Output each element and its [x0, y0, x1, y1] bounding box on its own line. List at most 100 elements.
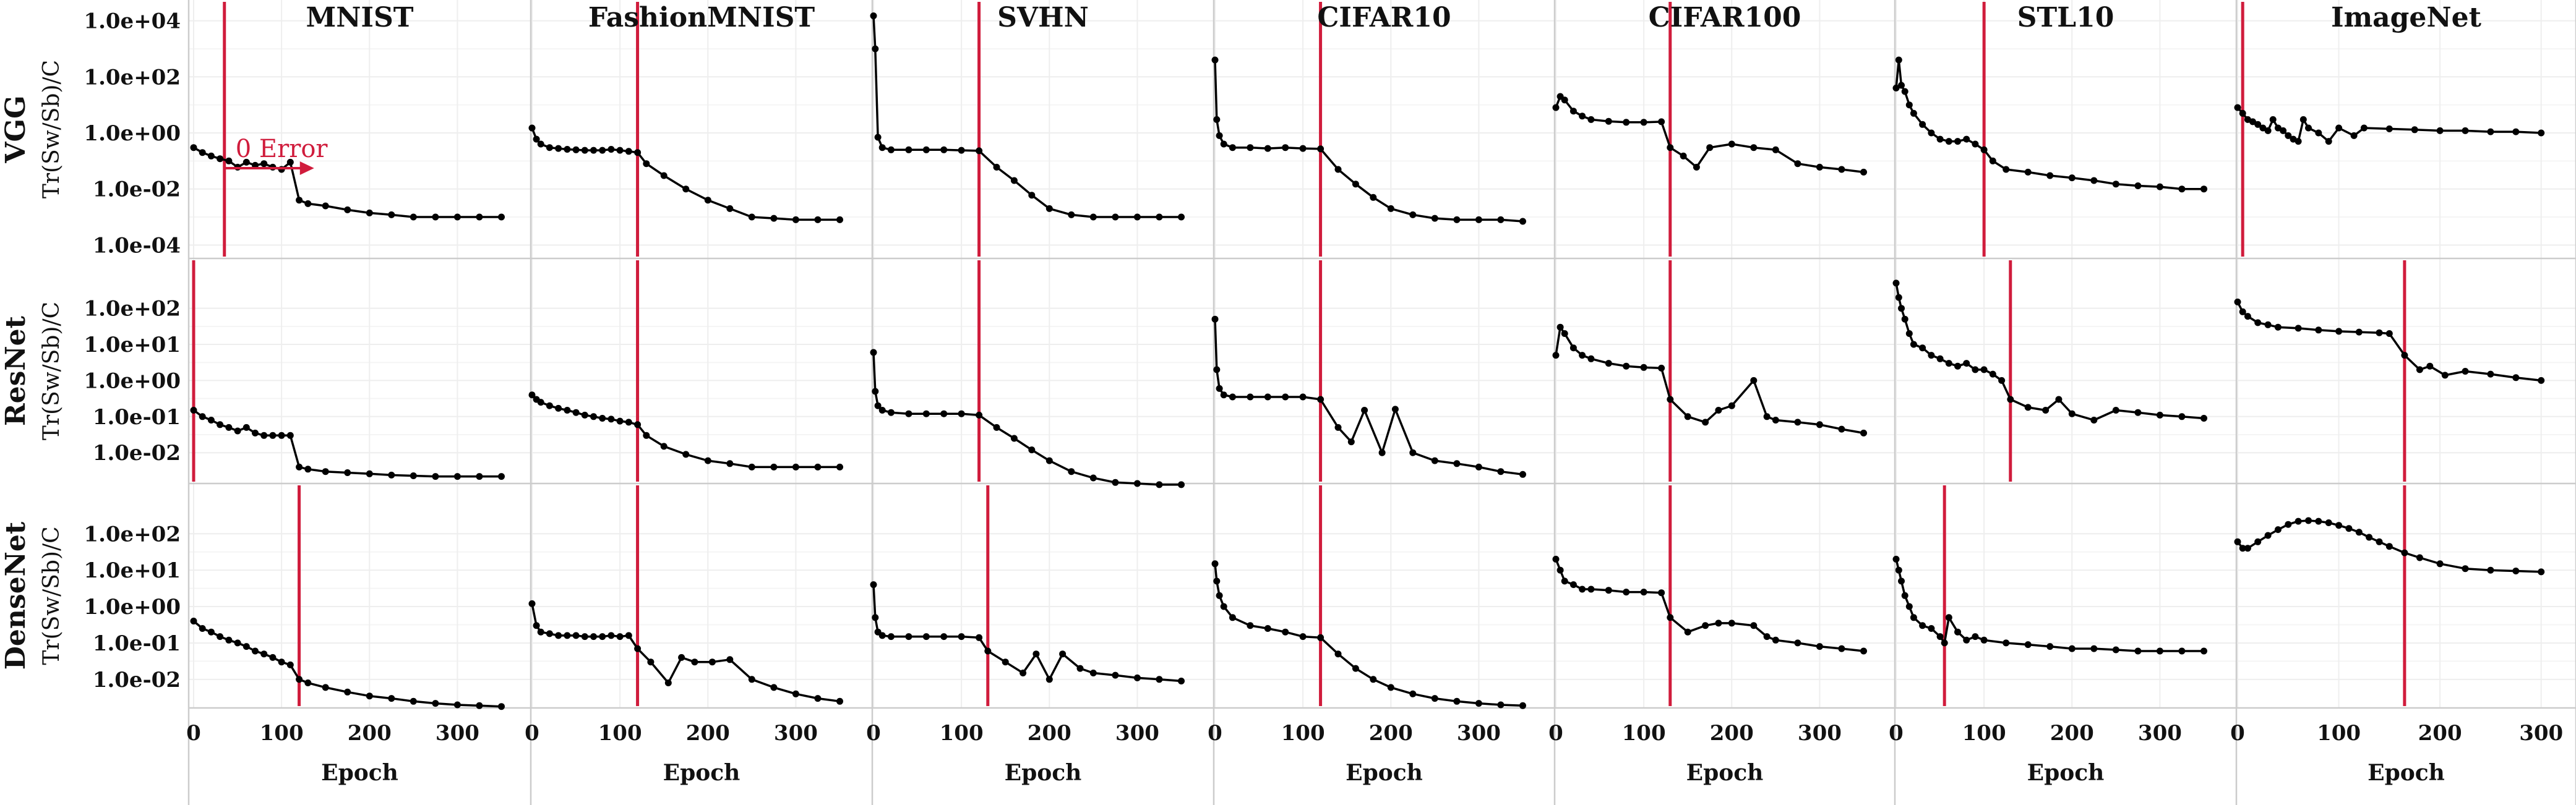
data-point — [1569, 108, 1577, 115]
data-point — [905, 410, 912, 417]
data-point — [836, 463, 843, 471]
series-line — [1214, 563, 1523, 707]
data-point — [634, 421, 642, 428]
data-point — [792, 216, 799, 223]
data-point — [2538, 377, 2545, 384]
data-point — [546, 144, 553, 151]
data-point — [2244, 313, 2251, 320]
y-tick-label: 1.0e+01 — [84, 333, 181, 357]
data-point — [453, 213, 461, 221]
data-point — [1980, 636, 1988, 644]
data-point — [2487, 566, 2494, 574]
data-point — [243, 158, 250, 166]
data-point — [2376, 329, 2383, 336]
data-point — [537, 628, 544, 636]
data-point — [199, 149, 206, 156]
data-point — [878, 632, 886, 639]
series-line — [872, 584, 1182, 683]
data-point — [2068, 410, 2076, 417]
data-point — [1229, 144, 1236, 151]
data-point — [2325, 138, 2332, 145]
data-point — [217, 421, 224, 428]
data-point — [2007, 396, 2014, 403]
data-point — [344, 469, 351, 476]
data-point — [1211, 315, 1219, 323]
data-point — [625, 419, 632, 426]
data-point — [1928, 129, 1935, 137]
row-title-resnet: ResNet — [0, 315, 32, 426]
data-point — [887, 146, 895, 153]
x-tick-label: 200 — [2418, 721, 2462, 746]
data-point — [1945, 360, 1952, 367]
y-tick-label: 1.0e-01 — [93, 405, 181, 430]
data-point — [1552, 555, 1560, 563]
data-point — [1431, 695, 1438, 702]
x-tick-label: 100 — [2317, 721, 2361, 746]
data-point — [1901, 88, 1908, 95]
data-point — [1989, 370, 1996, 378]
data-point — [1936, 633, 1944, 641]
data-point — [1980, 366, 1988, 373]
data-point — [252, 647, 259, 655]
y-tick-label: 1.0e-01 — [93, 631, 181, 656]
data-point — [1972, 366, 1979, 373]
data-point — [1963, 360, 1970, 367]
data-point — [1772, 146, 1779, 153]
data-point — [1370, 676, 1377, 683]
data-point — [748, 676, 755, 683]
x-tick-label: 300 — [774, 721, 818, 746]
data-point — [2426, 362, 2434, 370]
data-point — [1220, 603, 1227, 610]
data-point — [1605, 360, 1612, 367]
column-title-stl10: STL10 — [2017, 2, 2114, 33]
data-point — [1901, 315, 1908, 323]
data-point — [1715, 620, 1722, 627]
data-point — [555, 404, 562, 412]
data-point — [870, 12, 877, 20]
data-point — [2401, 549, 2408, 556]
data-point — [1211, 56, 1219, 64]
data-point — [726, 205, 734, 212]
data-point — [691, 658, 698, 666]
x-tick-label: 100 — [1622, 721, 1666, 746]
data-point — [1178, 678, 1185, 684]
data-point — [2462, 127, 2469, 134]
data-point — [940, 146, 948, 153]
data-point — [225, 636, 233, 644]
data-point — [814, 463, 822, 471]
x-tick-label: 100 — [260, 721, 304, 746]
data-point — [2385, 543, 2393, 550]
data-point — [344, 206, 351, 213]
data-point — [432, 473, 439, 480]
data-point — [1898, 305, 1905, 312]
data-point — [1706, 144, 1714, 151]
data-point — [2254, 538, 2262, 545]
data-point — [572, 409, 580, 416]
data-point — [2200, 415, 2207, 422]
data-point — [528, 391, 536, 399]
data-point — [1892, 555, 1900, 563]
data-point — [1910, 341, 1917, 348]
data-point — [2134, 182, 2142, 189]
data-point — [1156, 676, 1163, 683]
data-point — [1816, 643, 1823, 650]
data-point — [590, 413, 597, 420]
data-point — [2156, 183, 2163, 190]
data-point — [940, 410, 948, 417]
data-point — [2355, 328, 2363, 336]
data-point — [616, 417, 624, 425]
data-point — [2350, 132, 2358, 139]
data-point — [1361, 407, 1368, 414]
data-point — [537, 140, 544, 148]
data-point — [1299, 145, 1307, 152]
data-point — [599, 147, 606, 154]
x-tick-label: 100 — [1281, 721, 1325, 746]
data-point — [207, 417, 215, 424]
data-point — [608, 632, 615, 639]
data-point — [748, 463, 755, 471]
data-point — [2416, 554, 2423, 561]
data-point — [643, 160, 650, 168]
data-point — [1605, 587, 1612, 594]
data-point — [2436, 560, 2444, 568]
